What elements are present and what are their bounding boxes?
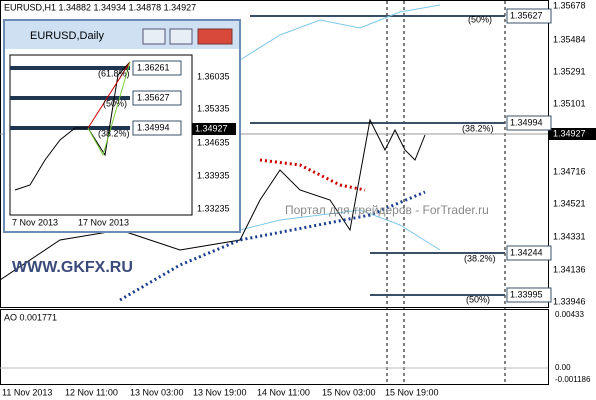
fib-label: (50%) xyxy=(468,14,492,24)
price-label: 1.34521 xyxy=(553,198,586,208)
symbol-info: EURUSD,H1 1.34882 1.34934 1.34878 1.3492… xyxy=(4,2,196,12)
inset-date-label: 17 Nov 2013 xyxy=(78,217,129,227)
band-lower xyxy=(239,209,441,251)
price-label: 1.35101 xyxy=(553,98,586,108)
band-upper xyxy=(239,4,441,61)
inset-window: EURUSD,Daily xyxy=(3,19,241,233)
ao-axis-label: -0.001186 xyxy=(555,375,591,384)
inset-price-label: 1.34635 xyxy=(197,137,230,147)
inset-current-label: 1.34927 xyxy=(195,123,228,133)
price-label: 1.35484 xyxy=(553,34,586,44)
price-label: 1.34716 xyxy=(553,166,586,176)
ao-axis-label: 0.00 xyxy=(555,363,571,372)
time-label: 13 Nov 19:00 xyxy=(193,387,247,397)
inset-level-label: 1.34994 xyxy=(137,122,170,132)
period-separators xyxy=(386,1,506,384)
inset-level-box xyxy=(132,120,182,136)
inset-fib-label: (61.8%) xyxy=(98,68,130,78)
price-line xyxy=(0,118,426,281)
price-label: 1.33946 xyxy=(553,296,586,306)
price-panel xyxy=(0,0,549,308)
inset-fib-label: (50%) xyxy=(103,98,127,108)
inset-level-label: 1.36261 xyxy=(137,62,170,72)
inset-date-label: 7 Nov 2013 xyxy=(12,217,58,227)
maximize-button[interactable] xyxy=(169,28,193,45)
inset-price-label: 1.35335 xyxy=(197,103,230,113)
level-box xyxy=(506,245,552,261)
time-label: 13 Nov 03:00 xyxy=(130,387,184,397)
watermark: WWW.GKFX.RU xyxy=(12,259,133,276)
inset-level-box xyxy=(132,60,182,76)
fib-levels xyxy=(250,15,505,296)
sar-red xyxy=(259,158,366,192)
level-box xyxy=(506,8,552,24)
inset-price-label: 1.33935 xyxy=(197,170,230,180)
current-price-box xyxy=(549,128,596,140)
inset-price-label: 1.36035 xyxy=(197,71,230,81)
inset-fib-label: (38.2%) xyxy=(98,128,130,138)
price-label: 1.34927 xyxy=(553,128,586,138)
inset-title: EURUSD,Daily xyxy=(30,30,104,42)
sar-blue xyxy=(119,190,426,302)
fib-label: (38.2%) xyxy=(464,253,496,263)
close-button[interactable] xyxy=(197,28,233,45)
level-box xyxy=(506,115,552,131)
time-label: 15 Nov 03:00 xyxy=(322,387,376,397)
time-label: 15 Nov 19:00 xyxy=(385,387,439,397)
time-label: 12 Nov 11:00 xyxy=(65,387,118,397)
price-label: 1.35291 xyxy=(553,66,586,76)
level-box xyxy=(506,287,552,303)
fib-label: (50%) xyxy=(466,294,490,304)
inset-price-label: 1.33235 xyxy=(197,203,230,213)
level-label: 1.34244 xyxy=(510,247,543,257)
inset-level-box xyxy=(132,90,182,106)
fib-label: (38.2%) xyxy=(462,123,494,133)
ao-label: AO 0.001771 xyxy=(4,312,57,322)
level-label: 1.35627 xyxy=(510,10,543,20)
watermark: Портал для трейдеров - ForTrader.ru xyxy=(285,203,489,217)
time-label: 14 Nov 11:00 xyxy=(257,387,310,397)
minimize-button[interactable] xyxy=(142,28,166,45)
price-label: 1.35678 xyxy=(553,0,586,10)
time-label: 11 Nov 2013 xyxy=(2,387,52,397)
price-label: 1.34331 xyxy=(553,231,586,241)
level-label: 1.34994 xyxy=(510,117,543,127)
inset-current-box xyxy=(192,123,236,135)
ao-axis-label: 0.00433 xyxy=(555,310,584,319)
ao-panel xyxy=(0,309,549,385)
inset-level-label: 1.35627 xyxy=(137,92,170,102)
price-label: 1.34136 xyxy=(553,264,586,274)
level-label: 1.33995 xyxy=(510,289,543,299)
